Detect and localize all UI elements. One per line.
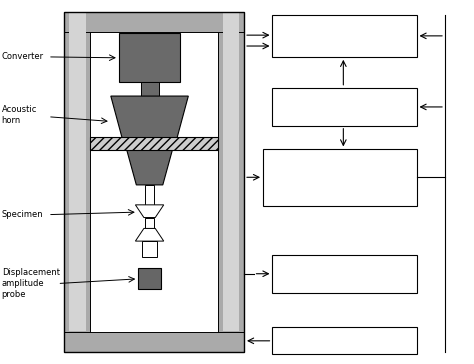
Bar xyxy=(64,12,91,332)
Bar xyxy=(273,254,417,293)
Bar xyxy=(218,12,244,332)
Text: Power supply
Amplitude controls: Power supply Amplitude controls xyxy=(279,97,358,116)
Text: Mean load pressure: Mean load pressure xyxy=(279,336,362,345)
Bar xyxy=(146,218,154,229)
Text: Acoustic
horn: Acoustic horn xyxy=(1,105,37,125)
Bar xyxy=(138,268,161,289)
Bar xyxy=(273,15,417,57)
Text: Converter: Converter xyxy=(1,52,44,62)
Bar xyxy=(64,12,244,352)
Bar xyxy=(69,13,86,331)
Bar xyxy=(64,332,244,352)
Polygon shape xyxy=(111,96,188,149)
Bar xyxy=(273,88,417,126)
Text: Specimen: Specimen xyxy=(1,210,43,219)
Polygon shape xyxy=(136,205,164,218)
Bar xyxy=(143,241,156,257)
Bar xyxy=(273,327,417,354)
Bar xyxy=(141,82,158,96)
Bar xyxy=(263,149,417,206)
Bar xyxy=(119,33,180,82)
Bar xyxy=(223,13,239,331)
Bar xyxy=(64,12,244,352)
Bar xyxy=(64,12,244,32)
Text: Electronic controls
Data recording: Electronic controls Data recording xyxy=(279,26,357,46)
Polygon shape xyxy=(127,150,172,185)
Bar xyxy=(91,136,218,150)
Text: Displacement or
strain conditioner: Displacement or strain conditioner xyxy=(279,264,354,283)
Text: Frequency meter
Cycle counter
Input voltage control: Frequency meter Cycle counter Input volt… xyxy=(270,163,357,192)
Text: Displacement
amplitude
probe: Displacement amplitude probe xyxy=(1,268,60,299)
Polygon shape xyxy=(136,229,164,241)
Bar xyxy=(146,185,154,205)
